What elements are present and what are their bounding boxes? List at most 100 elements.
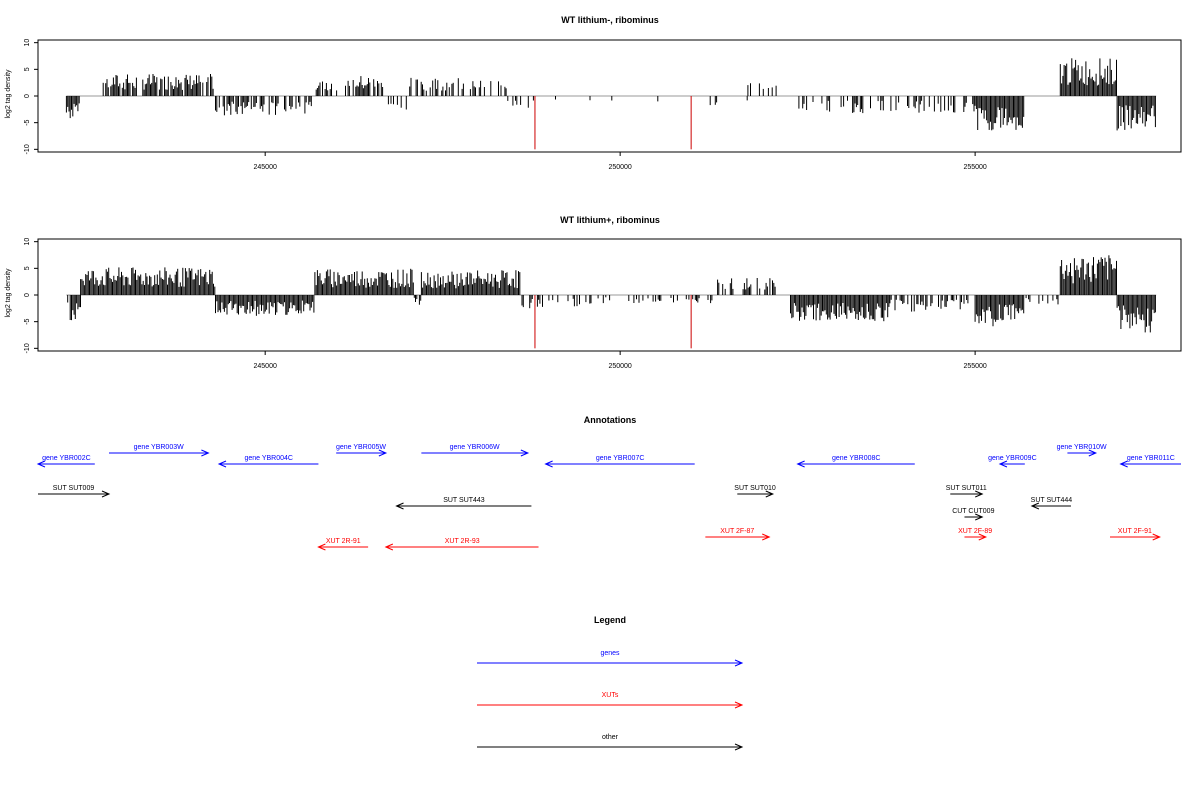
x-tick-label: 255000 <box>963 164 986 171</box>
arrowhead <box>217 460 227 468</box>
y-tick-label: -5 <box>24 318 31 324</box>
feature-gene-ybr002c: gene YBR002C <box>36 455 95 468</box>
y-axis-label: log2 tag density <box>5 268 12 318</box>
panel-lithium-plus: WT lithium+, ribominus log2 tag density … <box>5 215 1182 370</box>
feature-sut-sut444: SUT SUT444 <box>1030 497 1073 510</box>
feature-gene-ybr006w: gene YBR006W <box>421 444 530 457</box>
x-axis: 245000 250000 255000 <box>254 351 987 370</box>
x-axis: 245000 250000 255000 <box>254 152 987 171</box>
arrowhead <box>975 513 984 521</box>
feature-label: gene YBR008C <box>832 455 881 462</box>
legend-entry-xuts: XUTs <box>477 692 744 709</box>
feature-label: gene YBR003W <box>134 444 184 451</box>
arrowhead <box>36 460 46 468</box>
arrowhead <box>998 460 1008 468</box>
arrowhead <box>201 449 210 457</box>
panel-title: WT lithium-, ribominus <box>561 15 659 25</box>
red-markers <box>534 295 692 349</box>
y-tick-label: 5 <box>24 67 31 71</box>
feature-label: gene YBR009C <box>988 455 1037 462</box>
feature-gene-ybr003w: gene YBR003W <box>108 444 210 457</box>
feature-label: gene YBR011C <box>1127 455 1175 462</box>
legend-entry-other: other <box>477 734 744 751</box>
feature-label: XUT 2F-87 <box>720 528 754 535</box>
feature-label: gene YBR004C <box>244 455 293 462</box>
arrowhead <box>1152 533 1161 541</box>
x-tick-label: 245000 <box>254 164 277 171</box>
feature-label: gene YBR010W <box>1057 444 1107 451</box>
y-tick-label: 0 <box>24 293 31 297</box>
feature-sut-sut010: SUT SUT010 <box>734 485 776 498</box>
feature-xut-2r-91: XUT 2R-91 <box>317 538 369 551</box>
legend-panel: Legend genes XUTs other <box>477 615 744 751</box>
panel-title: WT lithium+, ribominus <box>560 215 660 225</box>
feature-label: XUT 2F-89 <box>958 528 992 535</box>
feature-label: SUT SUT009 <box>53 485 95 492</box>
arrowhead <box>317 543 326 551</box>
arrowhead <box>1088 449 1098 457</box>
feature-gene-ybr011c: gene YBR011C <box>1119 455 1181 468</box>
feature-label: SUT SUT443 <box>443 497 485 504</box>
feature-label: XUT 2R-93 <box>445 538 480 545</box>
feature-label: SUT SUT444 <box>1031 497 1073 504</box>
y-axis-label: log2 tag density <box>5 69 12 119</box>
y-tick-label: 0 <box>24 94 31 98</box>
feature-sut-sut443: SUT SUT443 <box>395 497 532 510</box>
arrowhead <box>978 533 988 541</box>
y-tick-label: 5 <box>24 266 31 270</box>
feature-sut-sut009: SUT SUT009 <box>38 485 111 498</box>
feature-label: CUT CUT009 <box>952 508 994 515</box>
arrowhead <box>734 659 744 667</box>
bar-series <box>66 255 1157 333</box>
x-tick-label: 245000 <box>254 363 277 370</box>
arrowhead <box>975 490 984 498</box>
arrowhead <box>520 449 530 457</box>
y-tick-label: -5 <box>24 119 31 125</box>
arrowhead <box>734 743 744 751</box>
red-markers <box>534 96 692 150</box>
feature-xut-2f-89: XUT 2F-89 <box>958 528 992 541</box>
feature-label: gene YBR002C <box>42 455 91 462</box>
arrowhead <box>101 490 111 498</box>
bar-series <box>65 58 1157 131</box>
y-tick-label: 10 <box>24 39 31 47</box>
feature-xut-2r-93: XUT 2R-93 <box>384 538 539 551</box>
feature-label: XUT 2R-91 <box>326 538 361 545</box>
y-tick-label: 10 <box>24 238 31 246</box>
arrowhead <box>395 502 404 510</box>
feature-cut-cut009: CUT CUT009 <box>952 508 995 521</box>
x-tick-label: 255000 <box>963 363 986 370</box>
feature-xut-2f-91: XUT 2F-91 <box>1110 528 1161 541</box>
arrowhead <box>734 701 744 709</box>
arrowhead <box>762 533 771 541</box>
y-tick-label: -10 <box>24 343 31 353</box>
y-axis: -10 -5 0 5 10 <box>24 238 38 353</box>
feature-label: gene YBR007C <box>596 455 645 462</box>
feature-sut-sut011: SUT SUT011 <box>946 485 987 498</box>
legend-label: other <box>602 734 619 741</box>
feature-label: gene YBR005W <box>336 444 386 451</box>
x-tick-label: 250000 <box>608 164 631 171</box>
legend-label: XUTs <box>602 692 619 699</box>
arrowhead <box>1030 502 1040 510</box>
feature-gene-ybr009c: gene YBR009C <box>988 455 1037 468</box>
arrowhead <box>1119 460 1128 468</box>
feature-gene-ybr010w: gene YBR010W <box>1057 444 1107 457</box>
annotations-title: Annotations <box>584 415 637 425</box>
panel-lithium-minus: WT lithium-, ribominus log2 tag density … <box>5 15 1182 171</box>
feature-gene-ybr007c: gene YBR007C <box>544 455 695 468</box>
feature-label: SUT SUT011 <box>946 485 987 492</box>
y-tick-label: -10 <box>24 144 31 154</box>
arrowhead <box>544 460 553 468</box>
legend-label: genes <box>600 650 620 657</box>
annotation-features: gene YBR002C gene YBR003W gene YBR004C gene… <box>36 444 1181 551</box>
feature-gene-ybr005w: gene YBR005W <box>336 444 388 457</box>
legend-title: Legend <box>594 615 626 625</box>
feature-gene-ybr008c: gene YBR008C <box>796 455 915 468</box>
legend-entry-genes: genes <box>477 650 744 667</box>
arrowhead <box>796 460 805 468</box>
y-axis: -10 -5 0 5 10 <box>24 39 38 154</box>
arrowhead <box>765 490 775 498</box>
